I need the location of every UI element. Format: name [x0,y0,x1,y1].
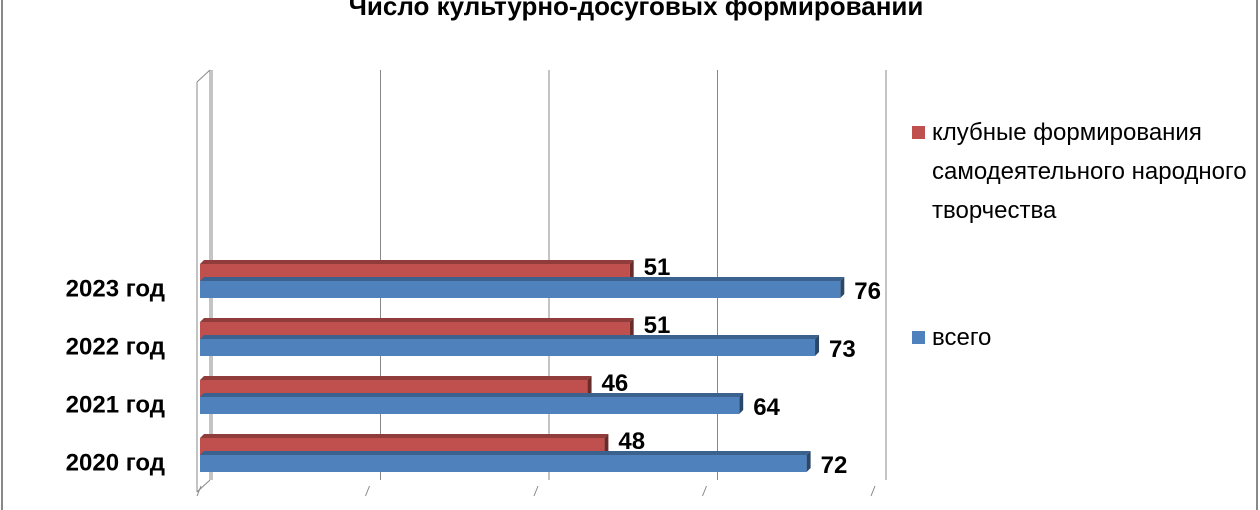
legend-label: всего [932,324,992,351]
data-label: 48 [618,428,645,455]
data-label: 76 [854,278,881,305]
bar-end [604,434,609,455]
bar [200,281,841,298]
y-tick-label: 2023 год [66,275,165,302]
y-tick-label: 2022 год [66,333,165,360]
data-label: 72 [821,452,848,479]
bar-top [200,393,744,397]
bar-end [629,318,634,339]
tick-mark [702,485,707,497]
bar-end [815,335,820,356]
bar-end [629,260,634,281]
bar-top [200,451,811,455]
bar [200,322,630,339]
bar-top [200,434,609,438]
tick-mark [196,485,202,497]
bar-top [200,260,634,264]
bar [200,397,740,414]
bar-top [200,277,845,281]
chart-title: Число культурно-досуговых формирований [349,0,924,21]
data-label: 73 [829,336,856,363]
data-label: 51 [644,312,671,339]
legend-swatch [912,331,925,344]
bar-end [840,277,845,298]
wall-top [196,69,211,83]
bar [200,380,588,397]
legend-swatch [912,126,925,139]
data-label: 51 [644,254,671,281]
bar [200,455,807,472]
bar-top [200,335,820,339]
legend-label: клубные формирования самодеятельного нар… [932,119,1247,224]
bar-end [587,376,592,397]
bar-end [806,451,811,472]
data-label: 46 [602,370,629,397]
bar [200,339,816,356]
bar [200,264,630,281]
bar [200,438,605,455]
bar-top [200,376,592,380]
bar-top [200,318,634,322]
tick-mark [870,485,876,497]
y-tick-label: 2021 год [66,391,165,418]
data-label: 64 [753,394,780,421]
y-tick-label: 2020 год [66,449,165,476]
tick-mark [365,485,370,497]
bar-end [739,393,744,414]
tick-mark [533,485,539,497]
